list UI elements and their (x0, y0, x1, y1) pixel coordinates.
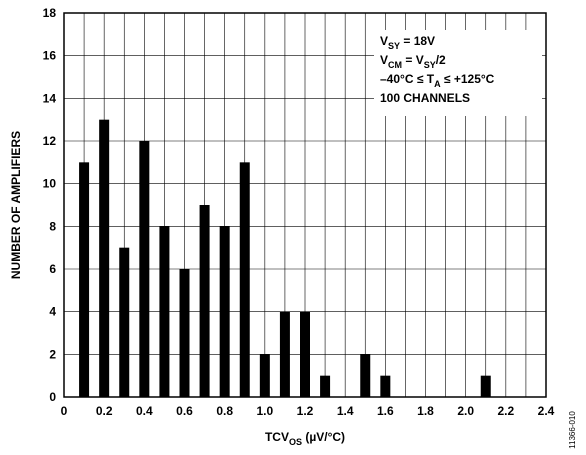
x-axis-label-unit: (µV/°C) (302, 430, 345, 444)
y-tick-label: 14 (43, 91, 57, 105)
y-tick-label: 8 (49, 219, 56, 233)
x-axis-label-sub: OS (289, 437, 302, 447)
annotation-text: V (380, 53, 388, 67)
x-tick-label: 1.0 (256, 404, 273, 418)
annotation-text: –40°C ≤ T (380, 72, 435, 86)
bar (360, 354, 371, 397)
annotation-text: 100 CHANNELS (380, 91, 470, 105)
x-tick-label: 1.2 (297, 404, 314, 418)
x-tick-label: 0 (61, 404, 68, 418)
annotation-text: V (380, 34, 388, 48)
bar (79, 162, 90, 397)
x-tick-label: 2.4 (538, 404, 555, 418)
y-tick-label: 16 (43, 49, 57, 63)
x-tick-label: 0.4 (136, 404, 153, 418)
annotation-subscript: CM (388, 60, 402, 70)
bar (320, 375, 331, 397)
plot-frame (63, 12, 547, 398)
x-axis-label-main: TCV (265, 430, 289, 444)
x-tick-label: 0.8 (216, 404, 233, 418)
x-tick-label: 1.8 (417, 404, 434, 418)
x-tick-label: 2.0 (457, 404, 474, 418)
annotation-line: VSY = 18V (380, 34, 435, 51)
annotation-line: –40°C ≤ TA ≤ +125°C (380, 72, 495, 89)
y-tick-label: 2 (49, 347, 56, 361)
y-tick-label: 10 (43, 177, 57, 191)
bar (199, 205, 210, 397)
bar (300, 311, 310, 397)
bar (219, 226, 230, 397)
annotation-line: VCM = VSY/2 (380, 53, 446, 70)
y-tick-label: 0 (49, 390, 56, 404)
x-axis-label: TCVOS (µV/°C) (265, 430, 345, 447)
x-tick-label: 2.2 (497, 404, 514, 418)
annotation-subscript: SY (424, 60, 436, 70)
bar (239, 162, 250, 397)
x-tick-labels: 0 0.2 0.4 0.6 0.8 1.0 1.2 1.4 1.6 1.8 2.0 2.2 2.4 (61, 404, 555, 418)
x-tick-label: 0.2 (96, 404, 113, 418)
bar (259, 354, 270, 397)
bar (139, 141, 150, 397)
bar (480, 375, 491, 397)
annotation-text: = 18V (400, 34, 435, 48)
bar (179, 269, 190, 397)
x-tick-label: 1.4 (337, 404, 354, 418)
bar (159, 226, 170, 397)
bar (380, 375, 391, 397)
y-axis-label: NUMBER OF AMPLIFIERS (9, 131, 23, 279)
annotation-text: = V (402, 53, 424, 67)
bar (99, 119, 110, 398)
annotation-subscript: SY (388, 41, 400, 51)
annotation-subscript: A (434, 79, 441, 89)
y-tick-label: 12 (43, 134, 57, 148)
annotation-box (374, 30, 542, 116)
bar (119, 247, 130, 397)
x-tick-label: 1.6 (377, 404, 394, 418)
annotation-text: /2 (436, 53, 446, 67)
y-tick-label: 4 (49, 305, 56, 319)
bar (279, 311, 290, 397)
x-tick-label: 0.6 (176, 404, 193, 418)
y-tick-label: 6 (49, 262, 56, 276)
y-tick-labels: 0 2 4 6 8 10 12 14 16 18 (43, 6, 57, 404)
bar-series (79, 119, 491, 398)
annotation-line: 100 CHANNELS (380, 91, 470, 105)
figure-id: 11366-010 (568, 411, 577, 449)
annotation-text: ≤ +125°C (441, 72, 495, 86)
y-tick-label: 18 (43, 6, 57, 20)
